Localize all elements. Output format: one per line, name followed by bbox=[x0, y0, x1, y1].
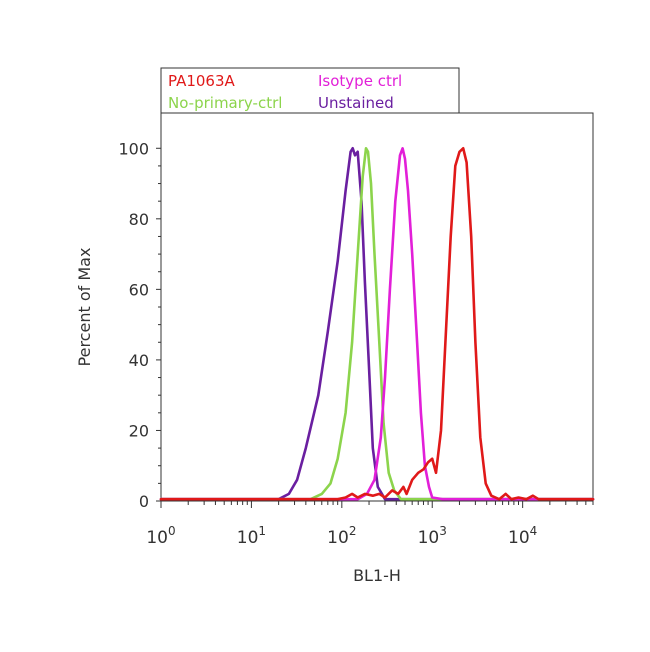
x-tick-label-1: 101 bbox=[237, 524, 266, 548]
x-tick-exponent: 4 bbox=[530, 524, 538, 538]
legend-entry-isotype-ctrl: Isotype ctrl bbox=[318, 72, 402, 90]
x-tick-base: 10 bbox=[508, 528, 530, 548]
legend-entry-no-primary-ctrl: No-primary-ctrl bbox=[168, 94, 282, 112]
series-line-no-primary-ctrl bbox=[159, 147, 595, 501]
y-tick-label-0: 0 bbox=[139, 492, 149, 511]
series-line-pa1063a bbox=[159, 147, 595, 501]
x-tick-exponent: 2 bbox=[349, 524, 357, 538]
legend-entry-pa1063a: PA1063A bbox=[168, 72, 236, 90]
legend: PA1063A Isotype ctrl No-primary-ctrl Uns… bbox=[160, 67, 460, 114]
y-axis: 0 20 40 60 80 100 bbox=[118, 139, 161, 511]
x-tick-exponent: 1 bbox=[258, 524, 266, 538]
x-tick-exponent: 3 bbox=[439, 524, 447, 538]
x-axis-label: BL1-H bbox=[353, 566, 401, 585]
x-axis: 100 101 102 103 104 bbox=[146, 501, 594, 548]
legend-entry-unstained: Unstained bbox=[318, 94, 394, 112]
x-tick-exponent: 0 bbox=[168, 524, 176, 538]
series-line-unstained bbox=[159, 147, 595, 501]
series-layer bbox=[159, 147, 595, 501]
y-tick-label-40: 40 bbox=[129, 351, 149, 370]
x-tick-label-3: 103 bbox=[418, 524, 447, 548]
x-tick-label-2: 102 bbox=[327, 524, 356, 548]
legend-box bbox=[160, 67, 460, 114]
y-axis-label: Percent of Max bbox=[75, 248, 94, 367]
x-tick-label-4: 104 bbox=[508, 524, 537, 548]
x-tick-base: 10 bbox=[146, 528, 168, 548]
x-tick-base: 10 bbox=[327, 528, 349, 548]
y-tick-label-80: 80 bbox=[129, 210, 149, 229]
y-tick-label-100: 100 bbox=[118, 139, 149, 158]
x-tick-base: 10 bbox=[237, 528, 259, 548]
y-tick-label-20: 20 bbox=[129, 421, 149, 440]
y-tick-label-60: 60 bbox=[129, 280, 149, 299]
x-tick-label-0: 100 bbox=[146, 524, 175, 548]
x-tick-base: 10 bbox=[418, 528, 440, 548]
series-line-isotype-ctrl bbox=[159, 147, 595, 501]
